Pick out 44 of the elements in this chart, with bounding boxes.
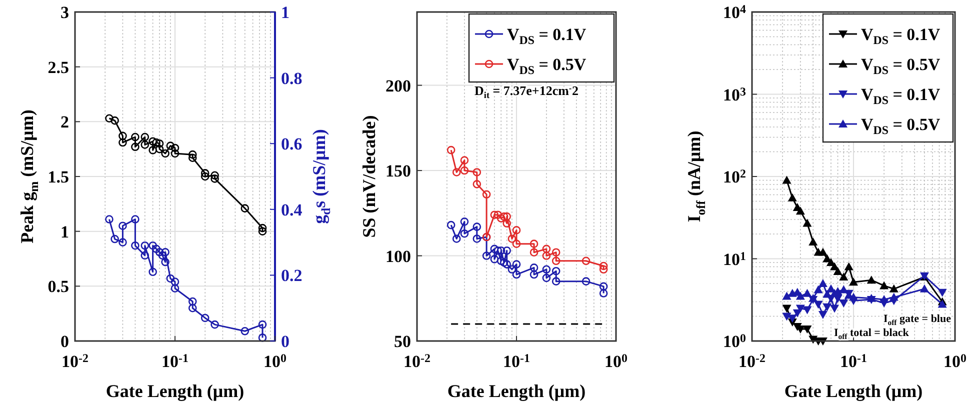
x-axis-title: Gate Length (μm)	[106, 381, 244, 401]
legend-label: V$_{DS}$ = 0.5V	[861, 55, 941, 78]
y2-tick-label: 0.4	[281, 200, 303, 220]
y-tick-label: 100	[386, 246, 411, 266]
y-tick-label: 10$^{3}$	[723, 84, 746, 104]
y-tick-label: 10$^{1}$	[723, 248, 746, 269]
legend-label: V$_{DS}$ = 0.1V	[507, 25, 587, 48]
y-tick-label: 0	[60, 332, 69, 351]
x-tick-label: 10$^{-2}$	[62, 350, 89, 371]
legend-label: V$_{DS}$ = 0.5V	[861, 115, 941, 138]
legend-label: V$_{DS}$ = 0.1V	[861, 85, 941, 108]
y2-tick-label: 0.6	[281, 134, 302, 154]
x-tick-label: 10$^{-2}$	[738, 350, 766, 371]
y-tick-label: 10$^{4}$	[723, 2, 746, 22]
y-axis-title: SS (mV/decade)	[359, 115, 379, 238]
y2-tick-label: 0.8	[281, 68, 302, 88]
x-tick-label: 10$^{-1}$	[503, 350, 530, 371]
y-tick-label: 3	[60, 3, 69, 22]
y-tick-label: 200	[386, 76, 411, 96]
x-axis-title: Gate Length (μm)	[784, 381, 923, 401]
x-axis-title: Gate Length (μm)	[447, 381, 586, 401]
annotation: D$_{it}$ = 7.37e+12cm$^{-}$2	[474, 82, 578, 100]
x-tick-label: 10$^{-1}$	[840, 350, 868, 371]
y-tick-label: 2.5	[48, 58, 69, 77]
legend-label: V$_{DS}$ = 0.1V	[861, 25, 941, 48]
y2-tick-label: 0.2	[281, 266, 302, 286]
y-tick-label: 150	[386, 162, 411, 181]
y-tick-label: 1	[60, 222, 69, 242]
y-tick-label: 1.5	[48, 168, 69, 186]
annotation: I$_{off}$ gate = blue	[884, 313, 952, 327]
x-tick-label: 10$^{-2}$	[404, 350, 431, 371]
legend-label: V$_{DS}$ = 0.5V	[507, 55, 587, 78]
y2-tick-label: 1	[281, 3, 290, 22]
y-tick-label: 2	[60, 112, 69, 132]
x-tick-label: 10$^{0}$	[944, 350, 967, 371]
x-tick-label: 10$^{0}$	[264, 350, 287, 371]
y-tick-label: 10$^{2}$	[723, 166, 746, 186]
x-tick-label: 10$^{0}$	[604, 350, 628, 371]
y2-tick-label: 0	[281, 332, 290, 351]
y-tick-label: 0.5	[48, 277, 69, 296]
x-tick-label: 10$^{-1}$	[162, 350, 189, 371]
y-tick-label: 50	[394, 332, 411, 351]
annotation: I$_{off}$ total = black	[834, 327, 910, 341]
y-tick-label: 10$^{0}$	[723, 330, 746, 351]
